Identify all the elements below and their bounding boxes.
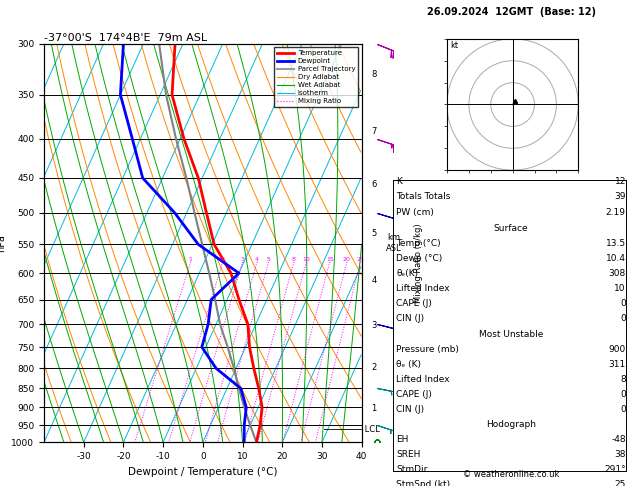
Text: PW (cm): PW (cm): [396, 208, 434, 217]
Text: 1: 1: [189, 257, 192, 262]
Text: 900: 900: [609, 345, 626, 354]
Text: θₑ (K): θₑ (K): [396, 360, 421, 369]
Text: Temp (°C): Temp (°C): [396, 239, 441, 248]
Text: © weatheronline.co.uk: © weatheronline.co.uk: [463, 469, 559, 479]
Text: 0: 0: [620, 299, 626, 309]
Text: Most Unstable: Most Unstable: [479, 330, 543, 339]
Text: 0: 0: [620, 405, 626, 414]
Text: θₑ(K): θₑ(K): [396, 269, 418, 278]
Text: EH: EH: [396, 435, 409, 444]
Text: CAPE (J): CAPE (J): [396, 390, 432, 399]
Text: K: K: [396, 177, 402, 187]
Text: 2: 2: [221, 257, 225, 262]
Text: Pressure (mb): Pressure (mb): [396, 345, 459, 354]
Text: 39: 39: [615, 192, 626, 202]
Text: 8: 8: [292, 257, 296, 262]
Text: StmDir: StmDir: [396, 465, 428, 474]
X-axis label: Dewpoint / Temperature (°C): Dewpoint / Temperature (°C): [128, 467, 277, 477]
Text: 311: 311: [609, 360, 626, 369]
Text: 10: 10: [615, 284, 626, 294]
Text: 20: 20: [343, 257, 351, 262]
Text: 13.5: 13.5: [606, 239, 626, 248]
Text: 10.4: 10.4: [606, 254, 626, 263]
Text: Lifted Index: Lifted Index: [396, 284, 450, 294]
Text: 291°: 291°: [604, 465, 626, 474]
Text: LCL: LCL: [362, 425, 379, 434]
Text: Totals Totals: Totals Totals: [396, 192, 450, 202]
Text: 12: 12: [615, 177, 626, 187]
Text: 8: 8: [620, 375, 626, 384]
Legend: Temperature, Dewpoint, Parcel Trajectory, Dry Adiabat, Wet Adiabat, Isotherm, Mi: Temperature, Dewpoint, Parcel Trajectory…: [274, 47, 358, 107]
Text: StmSpd (kt): StmSpd (kt): [396, 480, 450, 486]
Text: 4: 4: [255, 257, 259, 262]
Text: CAPE (J): CAPE (J): [396, 299, 432, 309]
Text: 0: 0: [620, 390, 626, 399]
Text: Hodograph: Hodograph: [486, 420, 536, 429]
Text: 38: 38: [615, 450, 626, 459]
Text: Dewp (°C): Dewp (°C): [396, 254, 443, 263]
Text: 26.09.2024  12GMT  (Base: 12): 26.09.2024 12GMT (Base: 12): [426, 7, 596, 17]
Text: 2.19: 2.19: [606, 208, 626, 217]
Text: 3: 3: [240, 257, 245, 262]
Text: 10: 10: [303, 257, 310, 262]
Text: Lifted Index: Lifted Index: [396, 375, 450, 384]
Text: 0: 0: [620, 314, 626, 324]
Text: CIN (J): CIN (J): [396, 314, 425, 324]
Text: Mixing Ratio (g/kg): Mixing Ratio (g/kg): [415, 223, 423, 303]
Text: 25: 25: [357, 257, 364, 262]
Y-axis label: km
ASL: km ASL: [386, 233, 401, 253]
Text: Surface: Surface: [494, 224, 528, 233]
Text: 25: 25: [615, 480, 626, 486]
Text: SREH: SREH: [396, 450, 421, 459]
Text: 15: 15: [326, 257, 333, 262]
Y-axis label: hPa: hPa: [0, 234, 6, 252]
Text: 308: 308: [609, 269, 626, 278]
Text: -48: -48: [611, 435, 626, 444]
Text: kt: kt: [450, 41, 459, 50]
Text: 5: 5: [267, 257, 270, 262]
Text: CIN (J): CIN (J): [396, 405, 425, 414]
Text: -37°00'S  174°4B'E  79m ASL: -37°00'S 174°4B'E 79m ASL: [44, 33, 207, 43]
